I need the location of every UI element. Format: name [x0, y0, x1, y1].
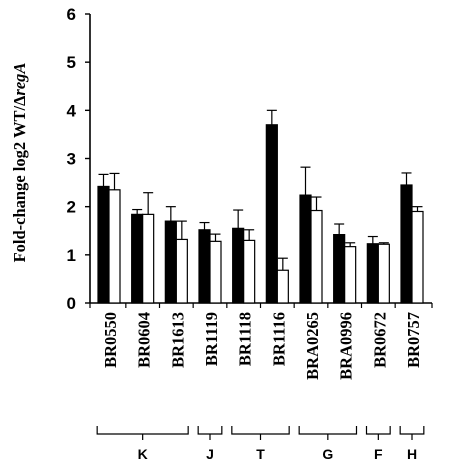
y-tick-label: 0	[67, 294, 76, 313]
y-axis-title-main: Fold-change log2 WT/	[10, 106, 29, 263]
group-bracket	[365, 426, 391, 440]
y-axis-title-delta: Δ	[10, 95, 29, 106]
y-tick-label: 5	[67, 53, 76, 72]
category-label: BR0757	[404, 312, 423, 368]
bar	[175, 238, 188, 304]
category-label: BR0550	[101, 312, 120, 368]
group-label: T	[256, 446, 265, 462]
bar	[276, 269, 289, 304]
y-tick-label: 4	[67, 101, 77, 120]
y-tick-label: 3	[67, 150, 76, 169]
bar	[299, 194, 312, 304]
category-label: BRA0996	[337, 312, 356, 380]
category-label: BR1116	[269, 312, 288, 366]
group-bracket	[96, 426, 189, 440]
bar	[400, 184, 413, 304]
bar	[243, 239, 256, 304]
bar	[377, 243, 390, 304]
bar	[411, 210, 424, 304]
bar	[97, 185, 110, 304]
bar	[209, 240, 222, 304]
group-label: G	[322, 446, 333, 462]
group-bracket	[231, 426, 290, 440]
category-label: BR1118	[236, 312, 255, 366]
bar	[310, 209, 323, 304]
group-label: F	[374, 446, 383, 462]
bar	[366, 243, 379, 304]
y-axis-title: Fold-change log2 WT/ΔregA	[10, 63, 29, 263]
bar	[344, 246, 357, 304]
bar	[232, 227, 245, 304]
group-label: H	[407, 446, 417, 462]
group-label: K	[138, 446, 148, 462]
bar	[198, 229, 211, 304]
group-bracket	[197, 426, 223, 440]
group-bracket	[399, 426, 425, 440]
category-label: BR0604	[135, 312, 154, 368]
y-tick-label: 6	[67, 5, 76, 24]
category-label: BR0672	[370, 312, 389, 368]
y-tick-label: 2	[67, 198, 76, 217]
bar	[265, 124, 278, 304]
category-label: BR1613	[168, 312, 187, 368]
category-label: BRA0265	[303, 312, 322, 380]
category-label: BR1119	[202, 312, 221, 366]
bar	[142, 213, 155, 304]
group-label: J	[206, 446, 214, 462]
bar	[333, 234, 346, 304]
y-axis-title-gene: regA	[10, 63, 29, 96]
bar	[164, 220, 177, 304]
group-bracket	[298, 426, 358, 440]
y-tick-label: 1	[67, 246, 76, 265]
bar	[108, 189, 121, 304]
bar	[131, 213, 144, 304]
